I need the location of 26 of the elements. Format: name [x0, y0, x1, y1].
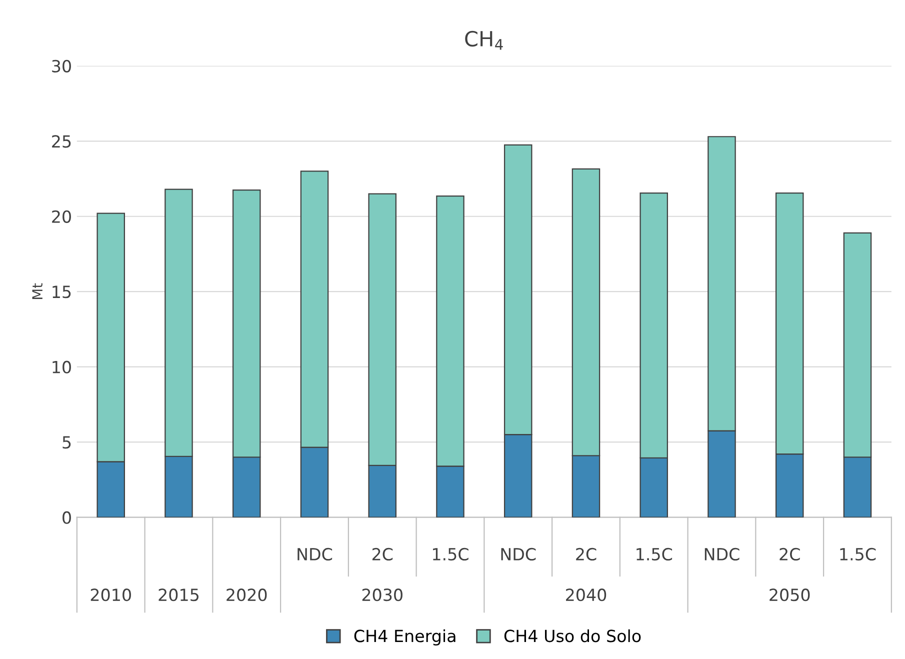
y-tick-label: 10: [52, 360, 71, 374]
legend-label: CH4 Energia: [354, 629, 456, 646]
x-tick-label: 2C: [576, 548, 596, 561]
y-tick-label: 25: [52, 135, 71, 148]
x-tick-label: NDC: [501, 548, 536, 561]
text: 2015: [158, 588, 198, 602]
text: 2010: [90, 588, 131, 602]
y-tick-label: 30: [52, 60, 71, 72]
x-tick-label: 1.5C: [636, 548, 672, 561]
text: 2040: [566, 588, 606, 602]
x-tick-label: 1.5C: [840, 548, 876, 561]
x-tick-label: 2C: [780, 548, 800, 561]
chart-title: CH$_{4}$: [465, 30, 503, 50]
x-tick-label: 1.5C: [432, 548, 468, 561]
x-tick-label: NDC: [704, 548, 740, 561]
text: 2050: [770, 588, 810, 602]
y-tick-label: 15: [52, 286, 71, 298]
y-tick-label: 20: [52, 210, 71, 223]
legend-label: CH4 Uso do Solo: [504, 629, 641, 642]
y-tick-label: 0: [62, 511, 71, 524]
y-tick-label: 5: [62, 436, 71, 449]
text: 2020: [226, 588, 267, 602]
y-axis-title: Mt: [32, 283, 42, 299]
x-tick-label: 2C: [372, 548, 393, 561]
x-tick-label: NDC: [298, 548, 332, 561]
text: 2030: [362, 588, 402, 602]
